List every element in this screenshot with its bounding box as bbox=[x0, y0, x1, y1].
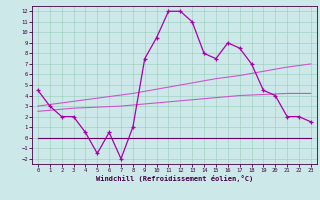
X-axis label: Windchill (Refroidissement éolien,°C): Windchill (Refroidissement éolien,°C) bbox=[96, 175, 253, 182]
